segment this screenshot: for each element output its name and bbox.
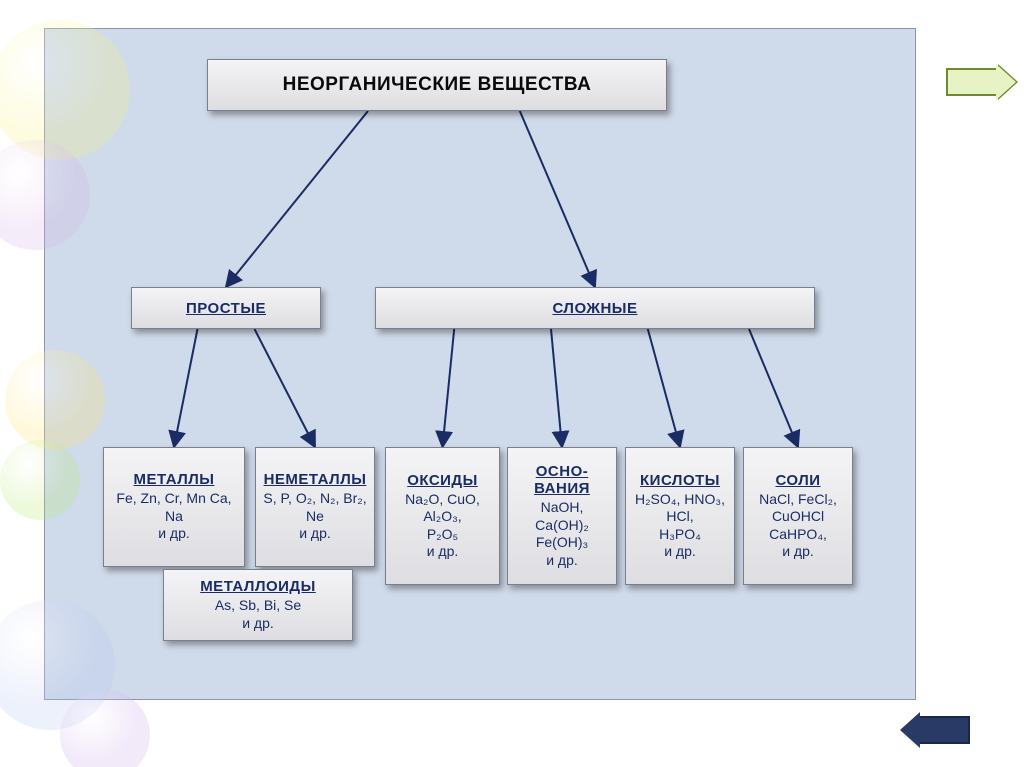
node-examples: Fe, Zn, Cr, Mn Ca, Naи др. [110, 490, 238, 543]
decor-bubble [60, 690, 150, 767]
node-examples: Na₂O, CuO, Al₂O₃,P₂O₅и др. [392, 491, 493, 561]
node-complex: СЛОЖНЫЕ [375, 287, 815, 329]
node-title: СОЛИ [775, 472, 820, 489]
node-acids: КИСЛОТЫ H₂SO₄, HNO₃, HCl,H₃PO₄и др. [625, 447, 735, 585]
connector-arrow [551, 329, 562, 447]
node-title: НЕМЕТАЛЛЫ [264, 471, 367, 488]
node-simple: ПРОСТЫЕ [131, 287, 321, 329]
node-examples: As, Sb, Bi, Seи др. [215, 597, 301, 632]
nav-prev-button[interactable] [918, 716, 970, 744]
node-examples: NaOH, Ca(OH)₂ Fe(OH)₃и др. [514, 499, 610, 569]
connector-arrow [174, 329, 198, 447]
diagram-area: НЕОРГАНИЧЕСКИЕ ВЕЩЕСТВА ПРОСТЫЕ СЛОЖНЫЕ МЕТ… [44, 28, 916, 700]
node-title: МЕТАЛЛОИДЫ [200, 578, 316, 595]
node-title: НЕОРГАНИЧЕСКИЕ ВЕЩЕСТВА [283, 74, 592, 96]
node-examples: S, P, O₂, N₂, Br₂, Neи др. [262, 490, 368, 543]
node-title: СЛОЖНЫЕ [552, 300, 637, 317]
connector-arrow [255, 329, 316, 447]
node-title: МЕТАЛЛЫ [134, 471, 215, 488]
node-examples: H₂SO₄, HNO₃, HCl,H₃PO₄и др. [632, 491, 728, 561]
node-title: ОКСИДЫ [407, 472, 478, 489]
node-metals: МЕТАЛЛЫ Fe, Zn, Cr, Mn Ca, Naи др. [103, 447, 245, 567]
node-bases: ОСНО-ВАНИЯNaOH, Ca(OH)₂ Fe(OH)₃и др. [507, 447, 617, 585]
connector-arrow [226, 111, 368, 287]
node-title: ОСНО-ВАНИЯ [534, 463, 590, 497]
node-metalloids: МЕТАЛЛОИДЫ As, Sb, Bi, Seи др. [163, 569, 353, 641]
node-title: ПРОСТЫЕ [186, 300, 266, 317]
connector-arrow [648, 329, 680, 447]
connector-arrow [520, 111, 595, 287]
node-title: КИСЛОТЫ [640, 472, 720, 489]
node-examples: NaCl, FeCl₂, CuOHCl CaHPO₄,и др. [750, 491, 846, 561]
nav-next-button[interactable] [946, 68, 998, 96]
node-root: НЕОРГАНИЧЕСКИЕ ВЕЩЕСТВА [207, 59, 667, 111]
node-salts: СОЛИ NaCl, FeCl₂, CuOHCl CaHPO₄,и др. [743, 447, 853, 585]
node-nonmetals: НЕМЕТАЛЛЫ S, P, O₂, N₂, Br₂, Neи др. [255, 447, 375, 567]
connector-arrow [443, 329, 455, 447]
node-oxides: ОКСИДЫ Na₂O, CuO, Al₂O₃,P₂O₅и др. [385, 447, 500, 585]
connector-arrow [749, 329, 798, 447]
